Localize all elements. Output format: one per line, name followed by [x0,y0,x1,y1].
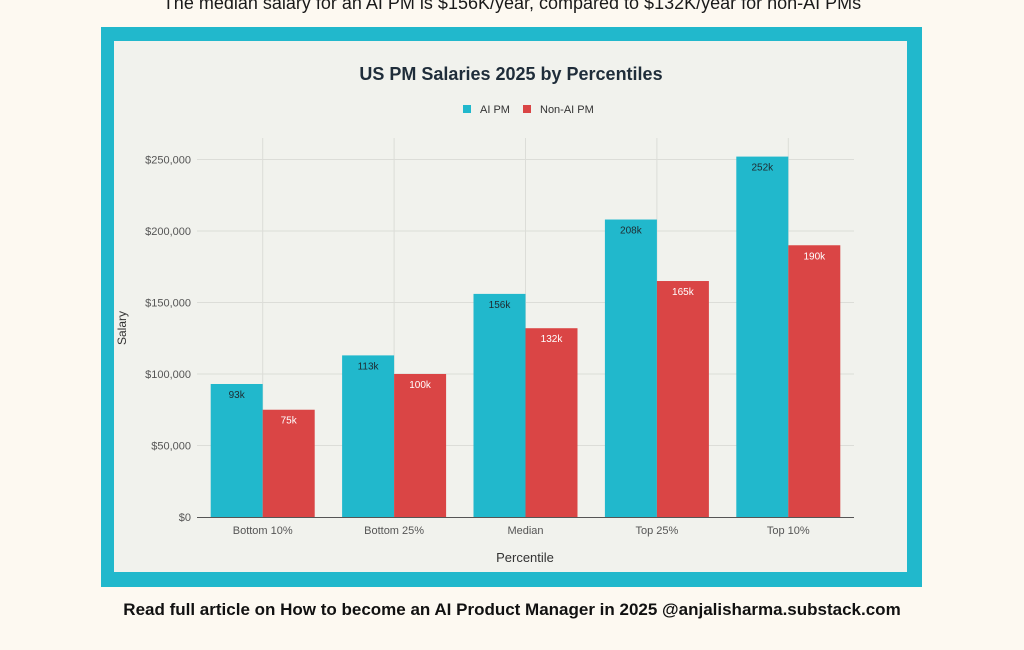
data-label: 156k [489,300,512,311]
bar-ai-pm [342,355,395,517]
x-tick-label: Top 25% [635,525,678,537]
x-axis-label: Percentile [496,550,554,565]
top-caption: The median salary for an AI PM is $156K/… [162,0,862,13]
bottom-caption: Read full article on How to become an AI… [123,600,901,619]
legend-swatch-non-ai-pm [523,105,531,113]
data-label: 75k [281,416,298,427]
x-tick-label: Bottom 10% [233,525,293,537]
data-label: 208k [620,226,643,237]
x-tick-label: Top 10% [767,525,810,537]
bar-non-ai-pm [525,328,578,517]
bar-non-ai-pm [656,281,709,517]
bar-ai-pm [736,156,789,517]
bar-non-ai-pm [262,409,315,517]
x-tick-label: Bottom 25% [364,525,424,537]
legend: AI PM Non-AI PM [463,104,594,116]
bar-non-ai-pm [394,373,447,517]
data-label: 100k [409,380,432,391]
y-tick-label: $0 [179,512,191,524]
y-tick-label: $200,000 [145,226,191,238]
bar-ai-pm [210,383,263,517]
x-axis-ticks: Bottom 10% Bottom 25% Median Top 25% Top 10% [233,525,810,537]
y-tick-label: $150,000 [145,297,191,309]
bar-ai-pm [473,293,526,517]
chart-title: US PM Salaries 2025 by Percentiles [359,64,662,84]
y-axis-ticks: $0 $50,000 $100,000 $150,000 $200,000 $250,00… [145,154,191,524]
legend-swatch-ai-pm [463,105,471,113]
data-label: 93k [229,390,246,401]
y-tick-label: $100,000 [145,369,191,381]
data-label: 252k [751,163,774,174]
bars [210,156,841,517]
y-tick-label: $250,000 [145,154,191,166]
bar-ai-pm [604,219,657,517]
y-tick-label: $50,000 [151,440,191,452]
data-label: 113k [358,361,380,372]
legend-label-ai-pm: AI PM [480,104,510,116]
data-label: 165k [672,287,695,298]
data-label: 190k [803,251,826,262]
data-label: 132k [541,334,564,345]
legend-label-non-ai-pm: Non-AI PM [540,104,594,116]
data-labels: 93k 75k 113k 100k 156k 132k 208k 165k 252k 190k [229,163,827,427]
y-axis-label: Salary [115,311,129,345]
bar-non-ai-pm [788,245,841,517]
x-tick-label: Median [507,525,543,537]
